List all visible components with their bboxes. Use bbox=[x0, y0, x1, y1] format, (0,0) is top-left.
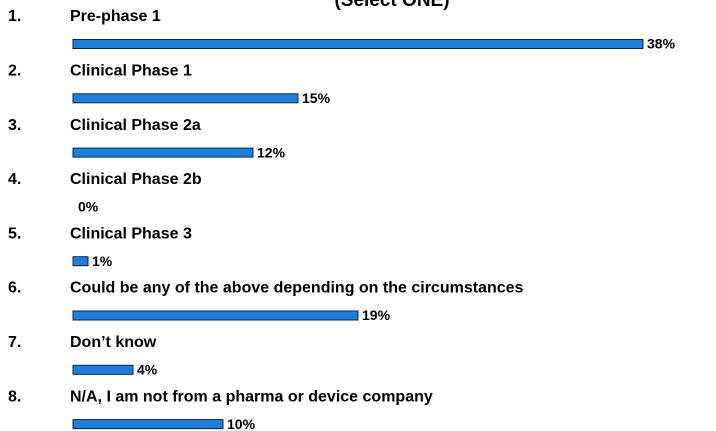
category-label: Pre-phase 1 bbox=[70, 8, 161, 25]
bar bbox=[72, 256, 89, 267]
value-label: 38% bbox=[647, 36, 676, 52]
category-label: N/A, I am not from a pharma or device co… bbox=[70, 388, 433, 405]
value-label: 12% bbox=[257, 144, 286, 160]
bar bbox=[72, 147, 254, 158]
bar bbox=[72, 310, 359, 321]
value-label: 15% bbox=[302, 90, 331, 106]
category-label: Don’t know bbox=[70, 334, 157, 351]
value-label: 4% bbox=[137, 362, 158, 378]
item-number: 3. bbox=[8, 117, 21, 134]
category-label: Clinical Phase 1 bbox=[70, 63, 192, 80]
category-label: Clinical Phase 2a bbox=[70, 117, 201, 134]
item-number: 7. bbox=[8, 334, 21, 351]
category-label: Could be any of the above depending on t… bbox=[70, 280, 524, 297]
item-number: 8. bbox=[8, 388, 21, 405]
value-label: 1% bbox=[92, 253, 113, 269]
item-number: 1. bbox=[8, 8, 21, 25]
bar bbox=[72, 93, 299, 104]
chart-subtitle: (Select ONE) bbox=[334, 0, 449, 11]
category-label: Clinical Phase 2b bbox=[70, 171, 202, 188]
item-number: 5. bbox=[8, 225, 21, 242]
value-label: 10% bbox=[227, 416, 256, 431]
bar bbox=[72, 364, 134, 375]
category-label: Clinical Phase 3 bbox=[70, 225, 192, 242]
item-number: 6. bbox=[8, 280, 21, 297]
value-label: 19% bbox=[362, 307, 391, 323]
value-label: 0% bbox=[78, 199, 99, 215]
bar bbox=[72, 39, 644, 49]
bar bbox=[72, 419, 224, 430]
item-number: 4. bbox=[8, 171, 21, 188]
item-number: 2. bbox=[8, 63, 21, 80]
